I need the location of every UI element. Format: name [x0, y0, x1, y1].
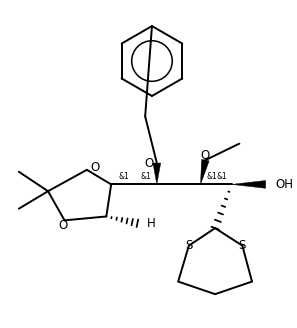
Text: O: O: [201, 149, 210, 162]
Text: &1: &1: [216, 172, 227, 181]
Text: H: H: [147, 217, 156, 230]
Text: O: O: [144, 156, 154, 170]
Polygon shape: [232, 180, 266, 188]
Text: O: O: [90, 161, 99, 174]
Text: &1: &1: [119, 172, 130, 181]
Text: OH: OH: [275, 178, 293, 191]
Polygon shape: [200, 159, 209, 184]
Text: S: S: [238, 239, 246, 252]
Text: O: O: [58, 219, 67, 232]
Text: &1: &1: [140, 172, 151, 181]
Text: S: S: [185, 239, 192, 252]
Text: &1: &1: [206, 172, 217, 181]
Polygon shape: [153, 163, 161, 184]
